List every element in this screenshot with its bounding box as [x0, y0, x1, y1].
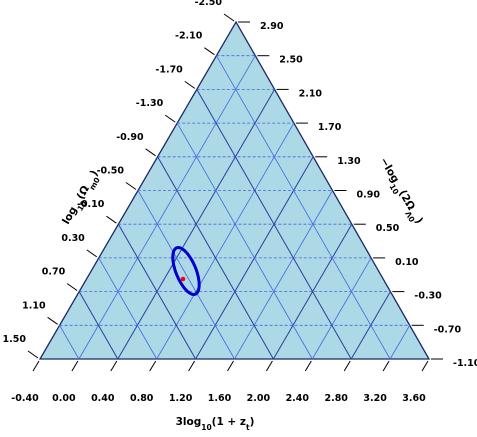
- left-tick: [184, 80, 196, 89]
- bottom-tick-label: 0.00: [52, 393, 76, 404]
- bottom-tick-label: 1.60: [208, 393, 232, 404]
- left-tick: [106, 215, 117, 224]
- grid-line-rising: [216, 55, 391, 360]
- left-tick-label: 1.50: [3, 334, 27, 345]
- bottom-tick-label: 0.40: [91, 393, 115, 404]
- left-tick: [27, 350, 39, 359]
- grid-line-falling: [156, 122, 295, 360]
- left-tick-label: 1.10: [22, 300, 46, 311]
- bottom-tick-label: -0.40: [11, 393, 39, 404]
- right-axis-title: −log10(2ΩΛ0): [374, 156, 425, 228]
- left-tick-label: -2.50: [195, 0, 223, 8]
- left-tick-label: -1.70: [155, 64, 183, 75]
- bottom-tick: [343, 360, 351, 372]
- right-tick-label: 2.10: [299, 88, 323, 99]
- tick-labels: -0.40 1.50 2.90 0.00 1.10 2.50 0.40 0.70 2.10 0.8…: [3, 0, 477, 404]
- left-tick: [145, 148, 156, 157]
- left-tick: [125, 182, 137, 190]
- right-tick-label: 0.90: [357, 190, 381, 201]
- bottom-tick: [71, 360, 79, 372]
- right-tick-label: 2.50: [279, 55, 303, 66]
- right-tick-label: -0.30: [414, 291, 442, 302]
- left-tick: [47, 316, 58, 325]
- grid-line-rising: [137, 190, 235, 360]
- grid-line-rising: [59, 325, 80, 360]
- left-tick-label: -0.90: [116, 132, 144, 143]
- right-tick-label: 0.10: [395, 257, 419, 268]
- left-tick: [86, 249, 98, 258]
- left-tick-label: -0.50: [97, 166, 125, 177]
- right-tick-label: -1.10: [453, 358, 477, 369]
- right-tick-label: 1.30: [337, 156, 361, 167]
- grid-line-rising: [78, 291, 119, 360]
- bottom-tick: [227, 360, 234, 372]
- grid-line-falling: [389, 325, 411, 360]
- best-fit-point: [180, 276, 186, 282]
- grid-line-rising: [157, 156, 274, 360]
- bottom-tick-label: 1.20: [169, 393, 193, 404]
- right-tick-label: -0.70: [434, 324, 462, 335]
- grid-line-rising: [98, 257, 158, 360]
- bottom-tick: [110, 360, 118, 372]
- left-tick-label: 0.30: [61, 233, 85, 244]
- bottom-tick-label: 2.00: [247, 393, 271, 404]
- bottom-tick: [149, 360, 157, 372]
- bottom-tick: [382, 360, 390, 372]
- left-tick-label: -1.30: [136, 98, 164, 109]
- left-tick: [164, 114, 176, 123]
- bottom-tick: [32, 360, 40, 372]
- bottom-axis-title: 3log10(1 + zt): [176, 416, 255, 432]
- left-tick: [204, 47, 215, 56]
- tick-marks: [27, 13, 443, 372]
- grid-line-falling: [311, 257, 372, 360]
- bottom-tick: [188, 360, 196, 372]
- right-tick-label: 1.70: [318, 122, 342, 133]
- left-tick-label: 0.70: [42, 267, 66, 278]
- grid-lines: [59, 55, 411, 360]
- grid-line-falling: [78, 55, 256, 360]
- left-tick-label: -0.10: [77, 199, 105, 210]
- left-tick: [223, 13, 235, 22]
- bottom-tick-label: 2.40: [286, 393, 310, 404]
- grid-line-rising: [117, 223, 197, 360]
- right-tick-label: 2.90: [260, 21, 284, 32]
- grid-line-falling: [234, 190, 333, 360]
- left-tick-label: -2.10: [175, 31, 203, 42]
- bottom-tick-label: 2.80: [324, 393, 348, 404]
- grid-line-rising: [196, 89, 352, 360]
- bottom-tick-label: 3.60: [402, 393, 426, 404]
- left-tick: [66, 283, 78, 292]
- bottom-tick-label: 0.80: [130, 393, 154, 404]
- grid-line-rising: [176, 122, 313, 360]
- confidence-contour: [171, 245, 201, 297]
- bottom-tick: [265, 360, 273, 372]
- right-tick-label: 0.50: [376, 223, 400, 234]
- bottom-tick: [304, 360, 312, 372]
- bottom-tick: [421, 360, 429, 372]
- bottom-tick-label: 3.20: [363, 393, 387, 404]
